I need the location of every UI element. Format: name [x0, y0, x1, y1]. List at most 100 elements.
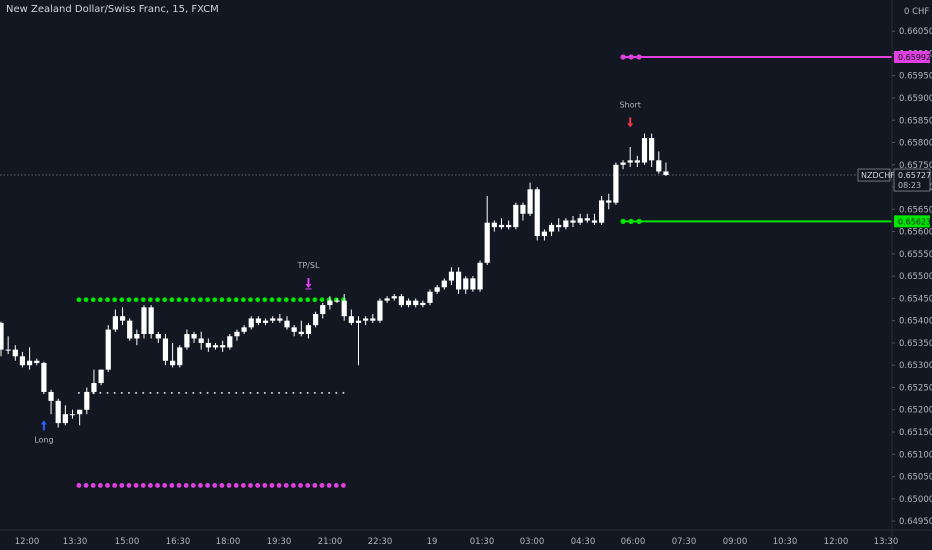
candle[interactable] — [448, 267, 455, 286]
candle[interactable] — [456, 267, 462, 294]
candle[interactable] — [291, 325, 297, 337]
candle[interactable] — [69, 409, 76, 419]
candle[interactable] — [634, 155, 640, 168]
candle[interactable] — [327, 296, 333, 310]
candle[interactable] — [484, 195, 490, 265]
candle[interactable] — [491, 220, 497, 232]
candle[interactable] — [663, 162, 669, 176]
candle[interactable] — [184, 329, 190, 350]
candle[interactable] — [19, 351, 26, 368]
candle[interactable] — [127, 318, 133, 341]
candle[interactable] — [305, 322, 312, 339]
candle[interactable] — [641, 133, 648, 165]
candle[interactable] — [205, 338, 211, 352]
candle[interactable] — [27, 347, 33, 370]
candle[interactable] — [355, 316, 362, 366]
candle[interactable] — [405, 298, 412, 308]
candle[interactable] — [248, 316, 254, 330]
candle[interactable] — [506, 220, 512, 230]
candle[interactable] — [170, 342, 176, 368]
candle[interactable] — [570, 216, 576, 228]
candle[interactable] — [141, 305, 147, 339]
candle[interactable] — [220, 340, 226, 352]
candle[interactable] — [341, 293, 347, 321]
candle[interactable] — [155, 331, 161, 343]
candle[interactable] — [527, 182, 533, 217]
candle[interactable] — [62, 405, 68, 426]
candle[interactable] — [191, 331, 197, 343]
candle[interactable] — [241, 325, 247, 335]
candle[interactable] — [613, 162, 619, 205]
candle[interactable] — [270, 316, 276, 323]
candle[interactable] — [577, 213, 583, 225]
candle[interactable] — [470, 276, 476, 292]
candle[interactable] — [413, 298, 419, 308]
candle[interactable] — [98, 369, 104, 386]
candle[interactable] — [398, 293, 404, 308]
candle[interactable] — [162, 334, 169, 366]
candle[interactable] — [520, 202, 526, 221]
candle[interactable] — [427, 289, 433, 306]
candle[interactable] — [55, 398, 61, 428]
green-upper-dots-dot — [319, 297, 325, 303]
candle[interactable] — [463, 276, 469, 294]
candle[interactable] — [313, 311, 319, 328]
candle[interactable] — [212, 342, 219, 350]
candle[interactable] — [112, 309, 118, 332]
candle[interactable] — [262, 318, 269, 326]
candle[interactable] — [656, 151, 662, 174]
candle[interactable] — [84, 387, 90, 415]
candle[interactable] — [0, 321, 4, 357]
candle[interactable] — [105, 325, 111, 372]
candle[interactable] — [441, 278, 447, 290]
candle[interactable] — [434, 285, 440, 294]
candle[interactable] — [606, 193, 612, 210]
long-arrow-icon — [40, 420, 47, 431]
candle[interactable] — [584, 213, 590, 223]
magenta-lower-dots-dot — [112, 483, 118, 488]
candle[interactable] — [534, 187, 540, 241]
candle[interactable] — [391, 293, 397, 301]
candle[interactable] — [277, 313, 283, 323]
candle[interactable] — [591, 213, 598, 225]
candle[interactable] — [48, 389, 54, 415]
candle[interactable] — [348, 309, 354, 326]
candle[interactable] — [320, 302, 326, 319]
candle[interactable] — [91, 369, 97, 395]
candle[interactable] — [370, 313, 376, 323]
candle[interactable] — [34, 358, 40, 366]
candle[interactable] — [334, 298, 340, 303]
candle[interactable] — [134, 329, 140, 346]
candle[interactable] — [513, 202, 519, 230]
candle[interactable] — [177, 345, 183, 368]
candle[interactable] — [620, 160, 626, 170]
candle[interactable] — [548, 222, 555, 237]
candle[interactable] — [284, 316, 290, 330]
candle[interactable] — [627, 146, 633, 168]
candle[interactable] — [384, 296, 390, 303]
candle[interactable] — [255, 316, 261, 326]
candle[interactable] — [41, 361, 47, 395]
candle[interactable] — [198, 331, 204, 350]
candle[interactable] — [227, 334, 233, 350]
candle[interactable] — [599, 195, 605, 225]
candle[interactable] — [119, 307, 126, 326]
candle[interactable] — [12, 345, 18, 361]
candle[interactable] — [5, 336, 11, 355]
candle[interactable] — [477, 260, 483, 292]
candle[interactable] — [556, 218, 562, 232]
magenta-lower-dots-dot — [291, 483, 296, 488]
candle[interactable] — [649, 133, 655, 168]
candle[interactable] — [377, 298, 383, 323]
candle[interactable] — [298, 320, 304, 337]
candle[interactable] — [563, 218, 569, 230]
candle[interactable] — [541, 229, 547, 241]
magenta-lower-dots-dot — [341, 483, 346, 488]
candle[interactable] — [234, 329, 240, 341]
candle[interactable] — [363, 316, 369, 326]
candle[interactable] — [420, 300, 426, 308]
candle[interactable] — [77, 409, 83, 426]
candle[interactable] — [148, 305, 154, 339]
candle[interactable] — [498, 218, 505, 230]
